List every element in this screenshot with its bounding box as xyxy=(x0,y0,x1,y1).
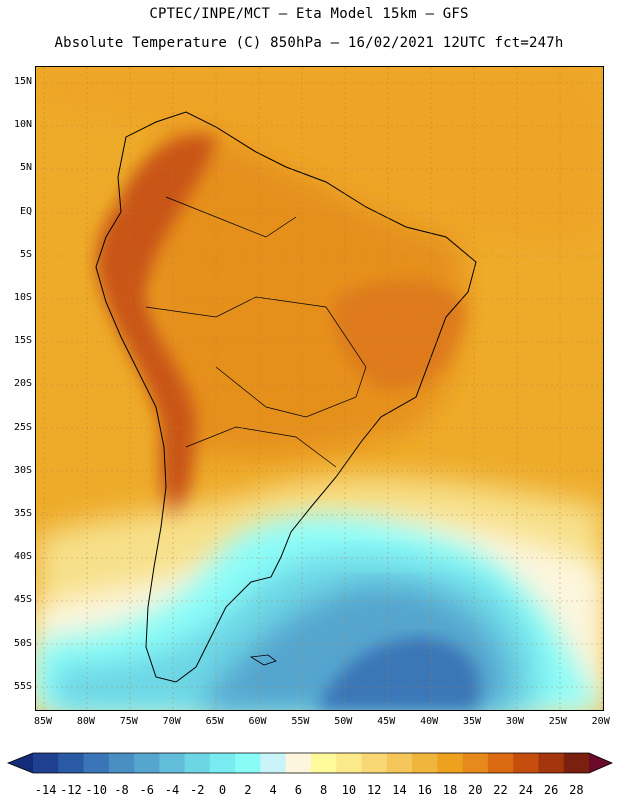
lon-tick-label: 50W xyxy=(334,716,353,727)
colorbar-tick-label: 8 xyxy=(320,783,328,797)
colorbar-swatch xyxy=(462,753,489,773)
colorbar-tick-label: 20 xyxy=(468,783,483,797)
colorbar-swatch xyxy=(311,753,337,773)
lon-tick-label: 70W xyxy=(162,716,181,727)
lat-tick-label: 45S xyxy=(13,594,32,606)
colorbar-tick-label: -2 xyxy=(190,783,205,797)
colorbar-tick-label: -12 xyxy=(60,783,82,797)
colorbar-tick-label: -8 xyxy=(114,783,129,797)
lat-tick-label: 15S xyxy=(13,335,32,347)
colorbar-swatch xyxy=(33,753,59,773)
temperature-map xyxy=(35,66,604,711)
colorbar-swatch xyxy=(412,753,438,773)
colorbar-swatch xyxy=(336,753,363,773)
colorbar-scale xyxy=(6,752,614,774)
colorbar-swatch xyxy=(58,753,85,773)
lon-tick-label: 65W xyxy=(205,716,224,727)
colorbar-swatch xyxy=(159,753,186,773)
lon-tick-label: 60W xyxy=(248,716,267,727)
lon-tick-label: 20W xyxy=(591,716,610,727)
colorbar-tick-label: -6 xyxy=(139,783,154,797)
colorbar-tick-label: 2 xyxy=(244,783,252,797)
colorbar-tick-label: 10 xyxy=(341,783,357,797)
temperature-colorbar xyxy=(0,748,618,778)
colorbar-tick-label: 26 xyxy=(543,783,559,797)
colorbar-tick-label: 28 xyxy=(569,783,584,797)
lon-tick-label: 80W xyxy=(76,716,95,727)
lon-tick-label: 30W xyxy=(505,716,524,727)
lon-tick-label: 25W xyxy=(548,716,567,727)
lat-tick-label: EQ xyxy=(19,205,32,217)
colorbar-swatch xyxy=(134,753,160,773)
colorbar-tick-label: -10 xyxy=(85,783,108,797)
colorbar-swatch xyxy=(260,753,287,773)
colorbar-swatch xyxy=(108,753,135,773)
colorbar-min-arrow xyxy=(8,753,33,773)
lat-tick-label: 5S xyxy=(19,248,32,260)
colorbar-swatch xyxy=(83,753,110,773)
colorbar-swatch xyxy=(235,753,261,773)
lat-tick-label: 35S xyxy=(13,508,32,519)
colorbar-swatch xyxy=(487,753,514,773)
map-title-variable: Absolute Temperature (C) 850hPa – 16/02/… xyxy=(54,35,564,51)
lat-tick-label: 10S xyxy=(13,292,32,303)
lon-tick-label: 45W xyxy=(377,716,396,727)
colorbar-tick-label: 14 xyxy=(392,783,407,797)
temperature-field xyxy=(36,67,603,710)
colorbar-swatch xyxy=(563,753,590,773)
lat-tick-label: 15N xyxy=(13,76,32,87)
lon-tick-label: 75W xyxy=(119,716,138,727)
colorbar-swatch xyxy=(209,753,236,773)
colorbar-tick-label: 0 xyxy=(218,783,227,797)
lat-tick-label: 25S xyxy=(13,421,32,433)
colorbar-swatch xyxy=(361,753,388,773)
colorbar-max-arrow xyxy=(589,753,612,773)
colorbar-tick-label: 18 xyxy=(442,783,458,797)
colorbar-tick-label: -4 xyxy=(164,783,180,797)
lat-tick-label: 50S xyxy=(13,637,32,649)
colorbar-swatch xyxy=(285,753,312,773)
colorbar-tick-label: 4 xyxy=(269,783,277,797)
colorbar-tick-label: 12 xyxy=(366,783,382,797)
map-title-model: CPTEC/INPE/MCT – Eta Model 15km – GFS xyxy=(149,6,469,22)
lat-tick-label: 5N xyxy=(19,162,32,174)
lat-tick-label: 10N xyxy=(13,119,32,131)
colorbar-swatch xyxy=(184,753,211,773)
lat-tick-label: 20S xyxy=(13,378,32,390)
colorbar-swatch xyxy=(386,753,413,773)
lat-tick-label: 40S xyxy=(13,551,32,563)
colorbar-swatch xyxy=(538,753,565,773)
colorbar-outline xyxy=(6,752,614,774)
colorbar-tick-label: 22 xyxy=(493,783,508,797)
colorbar-tick-label: -14 xyxy=(34,783,57,797)
lon-tick-label: 85W xyxy=(33,716,53,727)
colorbar-tick-label: 24 xyxy=(518,783,534,797)
lon-tick-label: 35W xyxy=(462,716,482,727)
lat-tick-label: 55S xyxy=(13,680,32,692)
lon-tick-label: 55W xyxy=(291,716,310,727)
colorbar-swatch xyxy=(437,753,464,773)
lon-tick-label: 40W xyxy=(420,716,439,727)
colorbar-tick-label: 6 xyxy=(294,783,302,797)
colorbar-swatch xyxy=(513,753,539,773)
lat-tick-label: 30S xyxy=(13,464,32,476)
colorbar-tick-label: 16 xyxy=(417,783,432,797)
